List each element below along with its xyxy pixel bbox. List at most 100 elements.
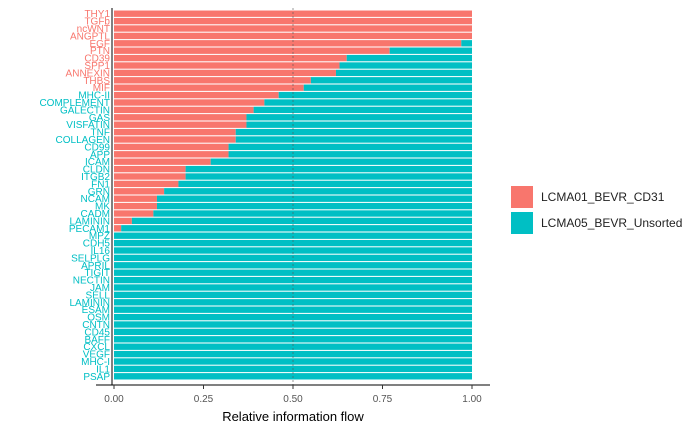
bar-cd31-22 — [114, 173, 186, 180]
y-tick-label-8: ANNEXIN — [66, 68, 110, 79]
bar-unsorted-19 — [228, 151, 472, 158]
y-tick-label-26: MK — [95, 202, 110, 213]
bar-unsorted-8 — [335, 69, 472, 77]
y-tick-label-24: GRN — [88, 187, 110, 198]
bar-unsorted-30 — [114, 232, 472, 239]
bar-unsorted-39 — [114, 299, 472, 306]
y-tick-label-34: APRIL — [81, 261, 110, 272]
y-tick-label-30: MPZ — [89, 231, 110, 242]
bar-unsorted-5 — [389, 47, 472, 54]
bar-cd31-14 — [114, 114, 247, 121]
bar-unsorted-28 — [131, 217, 472, 225]
x-axis-title: Relative information flow — [222, 409, 364, 424]
y-tick-label-31: CDH5 — [83, 239, 111, 250]
legend-item-unsorted: LCMA05_BEVR_Unsorted — [511, 210, 682, 235]
y-tick-label-48: IL1 — [96, 364, 110, 375]
bar-unsorted-12 — [264, 99, 472, 106]
y-tick-label-32: IL16 — [91, 246, 111, 257]
bar-cd31-17 — [114, 136, 236, 143]
y-tick-label-25: NCAM — [81, 194, 110, 205]
bar-unsorted-37 — [114, 284, 472, 291]
y-tick-label-13: GALECTIN — [60, 105, 110, 116]
bar-unsorted-43 — [114, 328, 472, 336]
bar-unsorted-26 — [156, 202, 472, 210]
y-tick-label-19: APP — [90, 150, 110, 161]
bar-cd31-11 — [114, 91, 279, 99]
bar-cd31-12 — [114, 99, 265, 106]
y-tick-label-7: SPP1 — [84, 61, 110, 72]
bar-unsorted-20 — [210, 158, 472, 165]
y-tick-label-17: COLLAGEN — [56, 135, 110, 146]
legend-swatch-unsorted — [511, 211, 533, 234]
y-tick-label-38: SELL — [86, 290, 111, 301]
bar-unsorted-22 — [185, 173, 472, 180]
y-tick-label-9: THBS — [83, 76, 110, 87]
y-tick-label-46: VEGF — [83, 350, 110, 361]
bar-unsorted-11 — [278, 91, 472, 99]
y-tick-labels: THY1TGFbncWNTANGPTLEGFPTNCD39SPP1ANNEXIN… — [39, 9, 110, 383]
bar-cd31-23 — [114, 180, 179, 188]
bar-cd31-4 — [114, 40, 462, 47]
bar-cd31-5 — [114, 47, 390, 54]
bar-cd31-21 — [114, 165, 186, 173]
y-tick-label-28: LAMININ — [69, 216, 110, 227]
y-tick-label-1: TGFb — [84, 17, 110, 28]
bar-unsorted-17 — [235, 136, 472, 143]
legend-label-cd31: LCMA01_BEVR_CD31 — [541, 189, 665, 204]
y-tick-label-0: THY1 — [84, 9, 110, 20]
y-tick-label-22: ITGB2 — [81, 172, 110, 183]
bar-unsorted-9 — [310, 77, 472, 84]
y-tick-label-45: CXCL — [83, 342, 110, 353]
bar-cd31-6 — [114, 54, 347, 62]
bar-cd31-10 — [114, 84, 304, 91]
bar-unsorted-44 — [114, 336, 472, 343]
bar-cd31-26 — [114, 202, 157, 210]
bar-unsorted-21 — [185, 165, 472, 173]
y-tick-label-14: GAS — [89, 113, 110, 124]
y-tick-label-15: VISFATIN — [66, 120, 110, 131]
bar-cd31-28 — [114, 217, 132, 225]
bar-unsorted-7 — [339, 62, 472, 69]
bar-unsorted-24 — [164, 188, 472, 195]
y-tick-label-11: MHC-II — [78, 91, 110, 102]
y-tick-label-4: EGF — [89, 39, 110, 50]
bar-cd31-8 — [114, 69, 336, 77]
bar-cd31-19 — [114, 151, 229, 158]
bar-cd31-24 — [114, 188, 165, 195]
bar-unsorted-4 — [461, 40, 472, 47]
bar-cd31-20 — [114, 158, 211, 165]
y-tick-label-5: PTN — [90, 46, 110, 57]
bar-unsorted-10 — [303, 84, 472, 91]
bar-cd31-13 — [114, 106, 254, 114]
y-tick-label-18: CD99 — [84, 142, 110, 153]
bar-unsorted-13 — [253, 106, 472, 114]
bar-cd31-18 — [114, 143, 229, 151]
x-tick-label-4: 1.00 — [462, 394, 482, 405]
bar-cd31-7 — [114, 62, 340, 69]
y-tick-label-12: COMPLEMENT — [39, 98, 110, 109]
legend-label-unsorted: LCMA05_BEVR_Unsorted — [541, 215, 683, 230]
bar-unsorted-14 — [246, 114, 472, 121]
x-tick-label-0: 0.00 — [104, 394, 124, 405]
x-ticks: 0.00 0.25 0.50 0.75 1.00 — [104, 385, 482, 405]
y-tick-label-49: PSAP — [83, 372, 110, 383]
legend-item-cd31: LCMA01_BEVR_CD31 — [511, 184, 682, 209]
y-tick-label-27: CADM — [81, 209, 110, 220]
y-tick-label-10: MIF — [93, 83, 110, 94]
y-tick-label-37: JAM — [90, 283, 110, 294]
bar-cd31-3 — [114, 32, 472, 40]
y-tick-label-6: CD39 — [84, 54, 110, 65]
y-tick-label-44: BAFF — [84, 335, 110, 346]
y-tick-label-21: CLDN — [83, 165, 110, 176]
bar-unsorted-31 — [114, 239, 472, 247]
y-tick-label-42: CNTN — [82, 320, 110, 331]
y-tick-label-16: TNF — [91, 128, 110, 139]
y-tick-label-35: TIGIT — [84, 268, 110, 279]
legend-swatch-cd31 — [511, 185, 533, 208]
y-tick-label-2: ncWNT — [77, 24, 110, 35]
bar-unsorted-46 — [114, 350, 472, 358]
y-tick-label-36: NECTIN — [73, 276, 110, 287]
bar-unsorted-23 — [178, 180, 472, 188]
bar-unsorted-25 — [156, 195, 472, 202]
